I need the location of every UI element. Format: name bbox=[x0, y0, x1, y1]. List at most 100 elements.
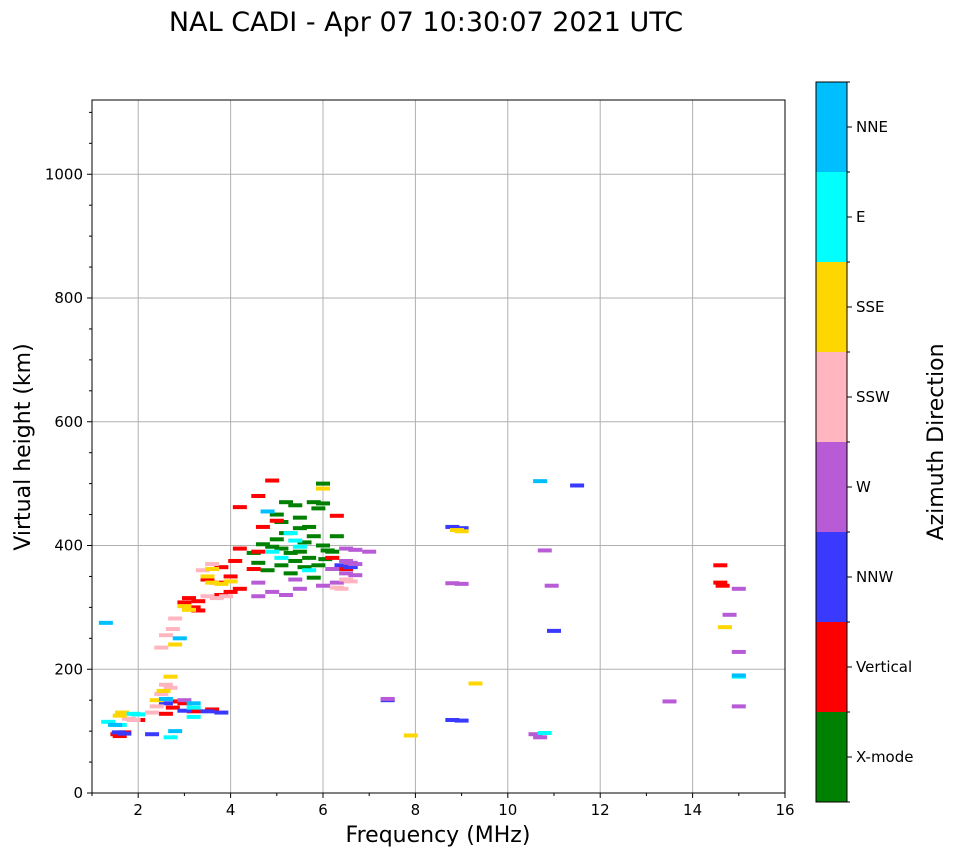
colorbar-tick-label: SSW bbox=[856, 388, 890, 406]
data-point bbox=[311, 506, 326, 511]
data-point bbox=[329, 580, 344, 585]
x-tick-label: 6 bbox=[318, 801, 328, 819]
data-point bbox=[662, 699, 677, 704]
data-point bbox=[218, 594, 233, 599]
data-point bbox=[98, 620, 113, 625]
data-point bbox=[454, 529, 469, 534]
data-point bbox=[717, 625, 732, 630]
data-point bbox=[165, 627, 180, 632]
data-point bbox=[186, 705, 201, 710]
data-point bbox=[108, 722, 123, 727]
data-point bbox=[232, 586, 247, 591]
data-point bbox=[329, 513, 344, 518]
data-point bbox=[292, 526, 307, 531]
data-point bbox=[117, 731, 132, 736]
data-point bbox=[343, 565, 358, 570]
data-point bbox=[265, 544, 280, 549]
data-point bbox=[269, 512, 284, 517]
colorbar-segment bbox=[816, 172, 847, 262]
y-tick-label: 600 bbox=[54, 413, 83, 431]
y-tick-label: 200 bbox=[54, 660, 83, 678]
data-point bbox=[316, 583, 330, 588]
data-point bbox=[112, 713, 127, 718]
colorbar-tick-label: Vertical bbox=[856, 658, 912, 676]
data-point bbox=[115, 710, 130, 715]
data-point bbox=[325, 567, 340, 572]
colorbar-label: Azimuth Direction bbox=[924, 343, 949, 540]
data-point bbox=[191, 608, 206, 613]
x-tick-label: 10 bbox=[498, 801, 517, 819]
data-point bbox=[251, 580, 266, 585]
colorbar-segment bbox=[816, 352, 847, 442]
data-point bbox=[445, 524, 460, 529]
data-point bbox=[145, 710, 160, 715]
x-axis-ticks: 2 4 6 8 10 12 14 16 bbox=[91, 793, 795, 819]
data-point bbox=[269, 518, 284, 523]
data-point bbox=[145, 732, 160, 737]
data-point bbox=[731, 673, 746, 678]
data-point bbox=[251, 560, 266, 565]
colorbar-segment bbox=[816, 532, 847, 622]
data-point bbox=[251, 549, 266, 554]
data-point bbox=[362, 549, 377, 554]
data-point bbox=[283, 571, 298, 576]
data-point bbox=[223, 579, 238, 584]
data-point bbox=[279, 593, 294, 597]
data-point bbox=[316, 501, 330, 506]
data-point bbox=[246, 567, 261, 572]
data-point bbox=[279, 500, 294, 505]
data-point bbox=[177, 604, 192, 609]
data-point bbox=[223, 574, 238, 579]
data-point bbox=[533, 479, 548, 484]
x-tick-label: 16 bbox=[775, 801, 794, 819]
data-point bbox=[172, 636, 187, 641]
data-point bbox=[454, 581, 469, 586]
colorbar-segments bbox=[816, 82, 847, 802]
colorbar-segment bbox=[816, 622, 847, 712]
data-point bbox=[316, 481, 330, 486]
data-point bbox=[297, 540, 312, 545]
data-point bbox=[260, 568, 275, 573]
data-point bbox=[302, 568, 317, 573]
data-point bbox=[200, 577, 215, 582]
data-point bbox=[722, 612, 737, 617]
data-point bbox=[186, 714, 201, 719]
data-point bbox=[158, 701, 173, 706]
data-point bbox=[713, 580, 728, 585]
plot-frame bbox=[91, 99, 786, 794]
data-point bbox=[163, 735, 178, 740]
data-point bbox=[214, 581, 229, 586]
data-point bbox=[265, 478, 280, 483]
data-point bbox=[168, 642, 183, 647]
data-point bbox=[445, 581, 460, 586]
data-point bbox=[380, 696, 395, 701]
data-point bbox=[255, 542, 270, 547]
data-point bbox=[537, 548, 552, 553]
data-point bbox=[731, 649, 746, 654]
data-point bbox=[288, 503, 303, 508]
data-point bbox=[288, 577, 303, 582]
x-axis-label: Frequency (MHz) bbox=[346, 823, 531, 848]
data-point bbox=[195, 568, 210, 573]
data-point bbox=[255, 524, 270, 529]
data-point bbox=[348, 562, 363, 567]
series-nne bbox=[98, 479, 746, 734]
data-point bbox=[149, 698, 164, 703]
chart-title: NAL CADI - Apr 07 10:30:07 2021 UTC bbox=[169, 7, 683, 38]
data-point bbox=[269, 537, 284, 542]
plot-background bbox=[92, 100, 785, 793]
series-sse bbox=[112, 486, 732, 738]
data-point bbox=[200, 594, 215, 599]
data-point bbox=[339, 571, 354, 576]
colorbar-tick-label: NNE bbox=[856, 118, 888, 136]
data-point bbox=[182, 607, 197, 612]
data-point bbox=[316, 543, 330, 548]
colorbar-segment bbox=[816, 262, 847, 352]
data-point bbox=[186, 701, 201, 706]
data-point bbox=[214, 565, 229, 570]
data-point bbox=[334, 563, 349, 568]
data-point bbox=[274, 546, 289, 551]
data-point bbox=[403, 733, 418, 738]
x-tick-label: 4 bbox=[226, 801, 236, 819]
